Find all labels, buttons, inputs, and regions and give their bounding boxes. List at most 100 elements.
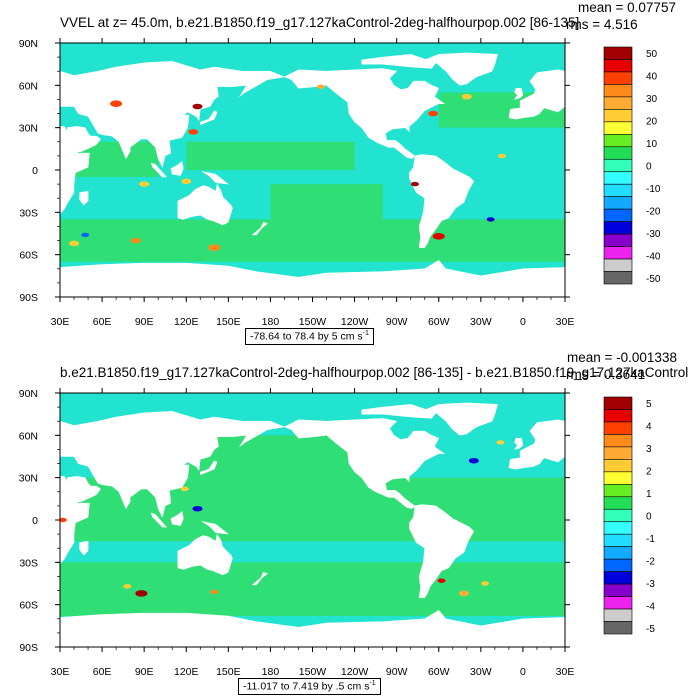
colorbar-swatch (603, 208, 633, 222)
land-eurasia (60, 61, 286, 168)
range-label-top: -78.64 to 78.4 by 5 cm s-1 (245, 328, 374, 345)
colorbar-swatch (603, 258, 633, 272)
y-tick-label: 30S (19, 557, 38, 569)
x-tick-label: 90E (135, 316, 154, 328)
land-new_guinea (201, 521, 230, 535)
x-tick-label: 90W (386, 666, 408, 678)
anomaly-spot-6 (210, 589, 219, 595)
range-unit-bottom: -1 (369, 680, 376, 687)
colorbar-swatch (603, 96, 633, 110)
anomaly-spot-7 (481, 581, 490, 586)
x-tick-label: 60W (428, 316, 450, 328)
anomaly-spot-14 (130, 237, 141, 244)
map-layer (60, 393, 565, 647)
x-tick-label: 0 (520, 666, 526, 678)
range-text-top: -78.64 to 78.4 by 5 cm s (250, 330, 363, 343)
colorbar-label: -50 (646, 274, 661, 285)
x-tick-label: 150E (216, 666, 241, 678)
land-s_america (409, 154, 475, 248)
chart-title-bottom: b.e21.B1850.f19_g17.127kaControl-2deg-ha… (60, 365, 689, 380)
mean-label-bottom: mean = -0.001338 (567, 350, 677, 365)
land-eurasia (60, 411, 286, 518)
land-uk (513, 87, 524, 100)
colorbar-label: 3 (646, 444, 652, 455)
anomaly-spot-5 (437, 578, 446, 583)
y-tick-label: 90S (19, 292, 38, 304)
anomaly-spot-1 (139, 181, 150, 187)
colorbar-label: -20 (646, 206, 661, 217)
land-antarctica (60, 609, 565, 647)
colorbar-swatch (603, 109, 633, 123)
anomaly-spot-0 (135, 590, 148, 597)
anomaly-spot-4 (60, 517, 67, 523)
anomaly-spot-2 (188, 129, 199, 135)
colorbar-label: -4 (646, 601, 655, 612)
x-tick-label: 120W (341, 666, 369, 678)
y-tick-label: 90N (19, 38, 38, 50)
colorbar-swatch (603, 71, 633, 85)
y-tick-label: 30N (19, 123, 38, 135)
colorbar-label: 20 (646, 117, 658, 128)
anomaly-spot-10 (123, 584, 132, 589)
land-new_guinea (201, 171, 230, 185)
land-greenland (423, 52, 499, 86)
colorbar-swatch (603, 121, 633, 135)
x-tick-label: 60E (93, 666, 112, 678)
anomaly-spot-5 (69, 240, 80, 247)
colorbar-label: -2 (646, 556, 655, 567)
map-chart-bottom: 30E 60E 90E 120E 150E 180 150W 120W 90W 60W 30W 0 30… (19, 388, 655, 678)
land-sumatra (150, 162, 168, 178)
land-n_america (283, 418, 446, 509)
x-tick-label: 180 (262, 316, 280, 328)
anomaly-spot-0 (110, 100, 123, 107)
y-tick-label: 0 (32, 165, 38, 177)
colorbar-swatch (603, 459, 633, 473)
colorbar-swatch (603, 484, 633, 498)
colorbar-label: -5 (646, 624, 655, 635)
land-australia (177, 183, 233, 226)
colorbar-label: 50 (646, 49, 658, 60)
colorbar-label: -40 (646, 251, 661, 262)
land-n_america (283, 68, 446, 159)
map-layer (60, 43, 565, 297)
land-indonesia_b (170, 161, 184, 176)
anomaly-spot-7 (428, 110, 439, 117)
x-tick-label: 30E (556, 316, 575, 328)
mean-label-top: mean = 0.07757 (578, 0, 676, 15)
land-japan (200, 460, 218, 476)
anomaly-spot-9 (180, 486, 189, 492)
colorbar-swatch (603, 233, 633, 247)
colorbar-swatch (603, 608, 633, 622)
anomaly-spot-3 (459, 590, 469, 597)
colorbar-label: 0 (646, 512, 652, 523)
x-tick-label: 90W (386, 316, 408, 328)
colorbar-swatch (603, 158, 633, 173)
colorbar-swatch (603, 409, 633, 423)
x-tick-label: 30E (556, 666, 575, 678)
x-tick-label: 60W (428, 666, 450, 678)
colorbar-label: 4 (646, 422, 652, 433)
anomaly-spot-1 (192, 505, 203, 512)
ocean-band-0 (60, 219, 565, 262)
y-tick-label: 90N (19, 388, 38, 400)
colorbar-swatch (603, 421, 633, 435)
land-antarctica (60, 259, 565, 297)
colorbar-swatch (603, 146, 633, 160)
colorbar-swatch (603, 134, 633, 148)
colorbar-label: 1 (646, 489, 652, 500)
land-africa (60, 476, 90, 565)
land-europe_w (508, 69, 565, 120)
anomaly-spot-3 (192, 103, 203, 110)
y-tick-label: 90S (19, 642, 38, 654)
colorbar-swatch (603, 271, 633, 285)
land-uk (513, 437, 524, 450)
land-nz (251, 571, 269, 586)
colorbar-swatch (603, 533, 633, 547)
colorbar-swatch (603, 183, 633, 197)
x-tick-label: 30W (470, 316, 492, 328)
anomaly-spot-12 (181, 178, 192, 185)
colorbar-swatch (603, 396, 633, 410)
ocean-band-0 (60, 562, 565, 616)
colorbar-label: 40 (646, 72, 658, 83)
y-tick-label: 60N (19, 430, 38, 442)
